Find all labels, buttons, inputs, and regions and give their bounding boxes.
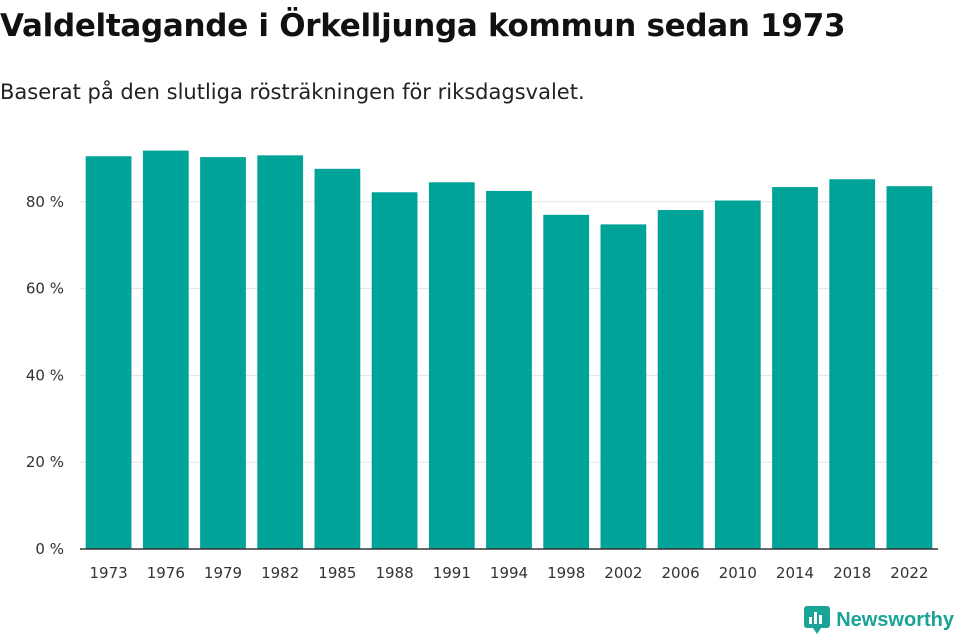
x-tick-label: 2022 [890,564,928,582]
x-tick-label: 1991 [433,564,471,582]
y-axis-ticks: 0 % 20 % 40 % 60 % 80 % [26,193,64,558]
bar-2014 [772,187,818,549]
bar-2022 [886,186,933,549]
bar-1979 [200,157,246,549]
x-tick-label: 2006 [662,564,700,582]
y-tick-label: 40 % [26,366,64,384]
newsworthy-logo-icon [804,606,831,634]
x-tick-label: 2002 [604,564,642,582]
x-tick-label: 1998 [547,564,585,582]
x-tick-label: 1988 [376,564,414,582]
bar-1982 [257,155,304,549]
x-tick-label: 2010 [719,564,757,582]
x-tick-label: 1979 [204,564,242,582]
x-tick-label: 1985 [318,564,356,582]
bars [85,150,933,550]
brand-name: Newsworthy [836,608,954,631]
bar-1994 [486,190,532,549]
x-tick-label: 2018 [833,564,871,582]
y-tick-label: 80 % [26,193,64,211]
bar-1976 [142,150,189,549]
bar-2002 [600,224,647,550]
x-tick-label: 1994 [490,564,528,582]
bar-2018 [829,179,876,549]
y-tick-label: 0 % [35,540,64,558]
bar-2010 [714,200,761,550]
x-tick-label: 1976 [147,564,185,582]
x-axis-ticks: 1973 1976 1979 1982 1985 1988 1991 1994 1998 2002… [90,564,929,582]
x-tick-label: 1973 [90,564,128,582]
bar-1973 [85,156,132,550]
y-tick-label: 20 % [26,453,64,471]
chart-subtitle: Baserat på den slutliga rösträkningen fö… [0,80,585,104]
y-tick-label: 60 % [26,280,64,298]
chart-title: Valdeltagande i Örkelljunga kommun sedan… [0,8,846,44]
x-tick-label: 1982 [261,564,299,582]
bar-2006 [657,210,704,549]
brand: Newsworthy [804,606,954,634]
bar-1988 [371,192,418,549]
bar-1985 [314,168,361,550]
x-tick-label: 2014 [776,564,814,582]
bar-1998 [543,214,590,549]
bar-1991 [428,182,475,549]
